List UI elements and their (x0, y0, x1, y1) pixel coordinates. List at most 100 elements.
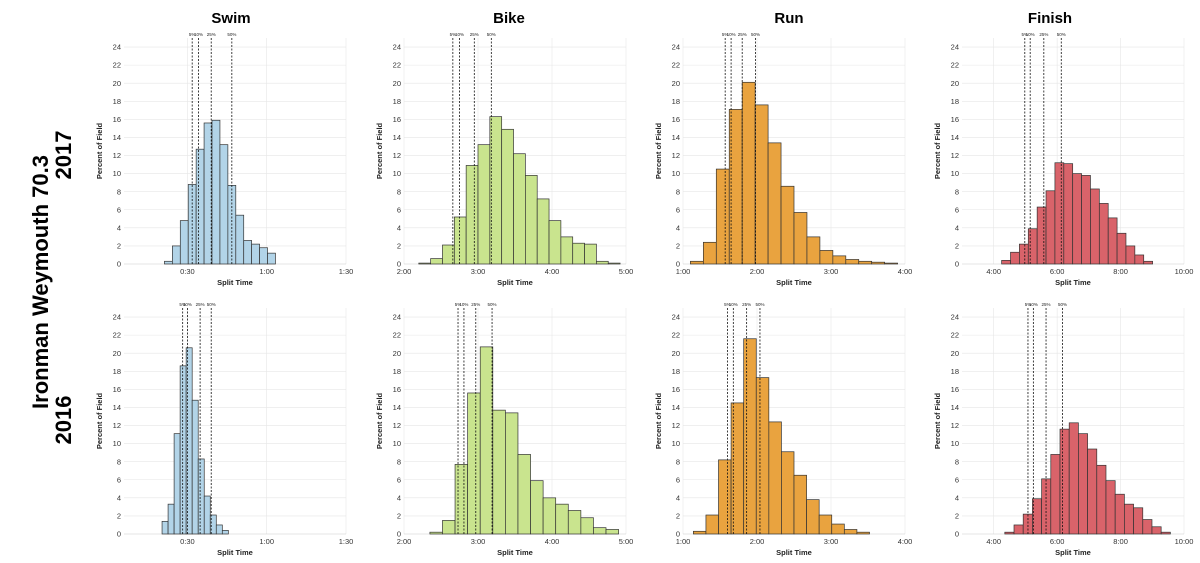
histogram-bar (492, 409, 506, 535)
histogram-bar (767, 142, 782, 265)
percentile-label: 5% (722, 32, 729, 37)
y-tick-label: 22 (393, 331, 401, 340)
histogram-bar (596, 260, 609, 265)
year-title-2016: 2016 (51, 396, 76, 445)
histogram-bar (1107, 217, 1118, 265)
histogram-bar (164, 260, 173, 265)
percentile-label: 5% (1025, 302, 1032, 307)
y-tick-label: 20 (672, 349, 680, 358)
histogram-bar (1134, 254, 1145, 265)
y-tick-label: 10 (393, 439, 401, 448)
histogram-bar (858, 260, 873, 265)
histogram-bar (195, 148, 205, 265)
y-tick-label: 14 (672, 133, 680, 142)
y-tick-label: 18 (951, 97, 959, 106)
y-tick-label: 14 (393, 133, 401, 142)
y-tick-label: 4 (676, 493, 680, 502)
x-tick-label: 8:00 (1113, 537, 1128, 546)
y-tick-label: 2 (397, 242, 401, 251)
y-tick-label: 14 (672, 403, 680, 412)
y-tick-label: 24 (672, 313, 680, 322)
y-tick-label: 8 (397, 187, 401, 196)
histogram-bar (235, 214, 245, 265)
percentile-label: 5% (455, 302, 462, 307)
y-tick-label: 16 (951, 115, 959, 124)
y-tick-label: 4 (955, 493, 959, 502)
histogram-bar (1027, 228, 1038, 265)
x-tick-label: 1:00 (676, 537, 691, 546)
histogram-bar (555, 503, 569, 535)
percentile-label: 50% (488, 302, 497, 307)
histogram-bar (819, 250, 834, 265)
histogram-bar (1013, 524, 1024, 535)
histogram-bar (542, 497, 557, 535)
y-tick-label: 6 (117, 205, 121, 214)
histogram-bar (690, 260, 704, 265)
y-tick-label: 8 (676, 457, 680, 466)
histogram-bar (567, 510, 582, 535)
y-tick-label: 2 (955, 242, 959, 251)
y-tick-label: 20 (951, 349, 959, 358)
histogram-bar (442, 244, 455, 265)
y-axis-label: Percent of Field (375, 122, 384, 179)
column-title-run: Run (774, 10, 803, 27)
y-tick-label: 0 (397, 260, 401, 269)
y-tick-label: 22 (113, 331, 121, 340)
histogram-bar (780, 185, 795, 265)
percentile-label: 5% (1022, 32, 1029, 37)
y-tick-label: 24 (113, 43, 121, 52)
histogram-bar (505, 412, 519, 535)
percentile-label: 10% (729, 302, 738, 307)
histogram-bar (548, 220, 562, 265)
histogram-bar (191, 399, 199, 535)
histogram-bar (179, 365, 187, 535)
y-tick-label: 6 (117, 475, 121, 484)
y-tick-label: 22 (113, 61, 121, 70)
y-tick-label: 12 (393, 151, 401, 160)
y-tick-label: 20 (113, 79, 121, 88)
y-tick-label: 0 (676, 530, 680, 539)
x-tick-label: 0:30 (180, 537, 195, 546)
y-tick-label: 10 (113, 439, 121, 448)
histogram-bar (267, 252, 276, 265)
y-tick-label: 14 (951, 403, 959, 412)
percentile-label: 10% (1029, 302, 1038, 307)
y-tick-label: 2 (955, 512, 959, 521)
y-tick-label: 24 (113, 313, 121, 322)
histogram-bar (172, 245, 181, 265)
y-tick-label: 18 (113, 367, 121, 376)
y-tick-label: 24 (672, 43, 680, 52)
y-tick-label: 6 (676, 475, 680, 484)
percentile-label: 10% (727, 32, 736, 37)
histogram-bar (1098, 203, 1109, 265)
y-tick-label: 18 (113, 97, 121, 106)
y-tick-label: 2 (117, 512, 121, 521)
x-tick-label: 3:00 (824, 267, 839, 276)
histogram-bar (197, 458, 205, 535)
histogram-bar (584, 243, 597, 265)
y-tick-label: 24 (393, 313, 401, 322)
y-tick-label: 18 (951, 367, 959, 376)
histogram-bar (718, 459, 732, 535)
histogram-bar (843, 529, 858, 535)
y-axis-label: Percent of Field (654, 122, 663, 179)
y-tick-label: 0 (676, 260, 680, 269)
histogram-bar (251, 243, 260, 265)
y-tick-label: 6 (397, 205, 401, 214)
histogram-bar (1090, 188, 1100, 265)
y-tick-label: 0 (955, 530, 959, 539)
histogram-bar (1142, 519, 1153, 535)
percentile-label: 50% (207, 302, 216, 307)
percentile-label: 10% (455, 32, 464, 37)
percentile-label: 10% (183, 302, 192, 307)
y-tick-label: 16 (393, 385, 401, 394)
y-tick-label: 4 (676, 223, 680, 232)
x-axis-label: Split Time (497, 278, 533, 287)
y-tick-label: 12 (672, 151, 680, 160)
histogram-bar (702, 241, 717, 265)
y-tick-label: 16 (113, 385, 121, 394)
histogram-bar (1068, 422, 1079, 535)
